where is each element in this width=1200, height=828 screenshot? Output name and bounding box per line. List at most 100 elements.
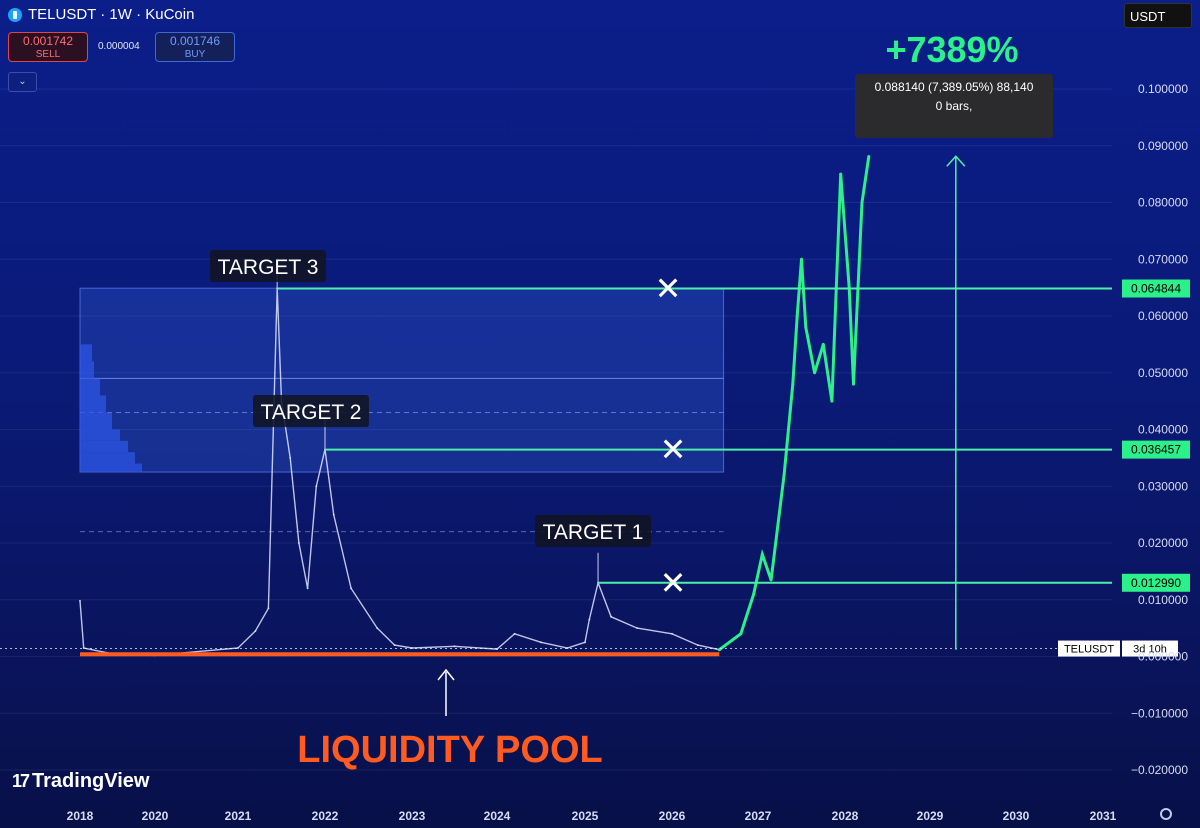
historical-point xyxy=(332,513,335,516)
historical-point xyxy=(540,641,542,644)
volume-profile-bar xyxy=(80,378,100,396)
close-icon: ✕ xyxy=(660,564,687,602)
currency-select[interactable]: USDT xyxy=(1124,3,1192,28)
volume-profile-bar xyxy=(80,463,142,473)
measure-tooltip-line2: 0 bars, xyxy=(936,99,973,113)
y-tick-label: −0.020000 xyxy=(1131,763,1188,777)
historical-point xyxy=(610,615,612,618)
projection-point xyxy=(852,382,855,386)
x-tick-label: 2022 xyxy=(312,809,339,823)
tradingview-text: TradingView xyxy=(32,770,150,792)
historical-point xyxy=(588,618,591,621)
sell-price: 0.001742 xyxy=(22,34,74,48)
historical-point xyxy=(393,644,396,647)
x-tick-label: 2021 xyxy=(225,809,252,823)
historical-point xyxy=(636,627,639,630)
x-tick-label: 2028 xyxy=(832,809,859,823)
projection-point xyxy=(804,325,808,329)
countdown-text: 3d 10h xyxy=(1133,644,1167,656)
gain-percentage-label: +7389% xyxy=(885,29,1018,70)
current-price-symbol: TELUSDT xyxy=(1064,644,1114,656)
y-tick-label: 0.060000 xyxy=(1138,309,1188,323)
x-tick-label: 2029 xyxy=(917,809,944,823)
target-price-label: 0.036457 xyxy=(1131,443,1181,457)
target-label: TARGET 2 xyxy=(261,401,362,424)
tradingview-logo: 17 TradingView xyxy=(12,770,149,793)
current-price-tag xyxy=(1058,640,1120,657)
projection-point xyxy=(791,382,795,386)
projection-point xyxy=(860,201,864,204)
historical-price-line xyxy=(79,288,720,657)
projection-point xyxy=(867,155,871,159)
historical-point xyxy=(306,587,309,590)
volume-profile-bar xyxy=(80,344,92,362)
historical-point xyxy=(79,599,81,602)
projection-point xyxy=(800,257,803,261)
close-icon: ✕ xyxy=(660,431,687,469)
projection-point xyxy=(839,172,843,176)
projection-point xyxy=(830,399,834,403)
target-label-box xyxy=(535,515,651,547)
spread-value: 0.000004 xyxy=(98,41,140,52)
projection-point xyxy=(769,578,773,582)
up-arrow-icon xyxy=(946,155,966,167)
projection-point xyxy=(752,592,756,596)
gear-icon[interactable] xyxy=(1160,808,1172,820)
tradingview-logo-icon: 17 xyxy=(12,771,30,791)
projection-price-line xyxy=(718,156,871,651)
historical-point xyxy=(671,632,673,635)
liquidity-pool-label: LIQUIDITY POOL xyxy=(297,729,602,771)
projection-point xyxy=(795,314,799,318)
symbol-header[interactable]: TELUSDT · 1W · KuCoin xyxy=(8,6,194,23)
buy-button[interactable]: 0.001746 BUY xyxy=(155,32,235,62)
x-tick-label: 2027 xyxy=(745,809,772,823)
historical-point xyxy=(298,542,300,544)
projection-point xyxy=(760,552,764,556)
historical-point xyxy=(350,587,352,590)
volume-profile-bar xyxy=(80,440,128,453)
volume-profile-bar xyxy=(80,395,106,413)
y-tick-label: 0.070000 xyxy=(1138,252,1188,266)
buy-label: BUY xyxy=(184,49,206,60)
historical-point xyxy=(267,607,270,610)
historical-point xyxy=(584,641,586,644)
y-tick-label: 0.080000 xyxy=(1138,196,1188,210)
countdown-tag xyxy=(1122,640,1178,657)
x-tick-label: 2018 xyxy=(67,809,94,823)
historical-point xyxy=(453,645,456,648)
close-icon: ✕ xyxy=(655,270,682,308)
historical-point xyxy=(82,647,85,649)
buy-price: 0.001746 xyxy=(169,34,221,48)
historical-point xyxy=(315,485,318,488)
historical-point xyxy=(376,627,379,630)
y-tick-label: 0.090000 xyxy=(1138,139,1188,153)
projection-point xyxy=(782,473,786,477)
target-label: TARGET 3 xyxy=(218,256,319,279)
target-label: TARGET 1 xyxy=(543,521,644,544)
telcoin-logo-icon xyxy=(8,7,22,22)
symbol-title: TELUSDT · 1W · KuCoin xyxy=(28,6,195,23)
y-tick-label: 0.000000 xyxy=(1138,650,1188,664)
y-tick-label: 0.100000 xyxy=(1138,82,1188,96)
y-tick-label: 0.020000 xyxy=(1138,536,1188,550)
projection-point xyxy=(739,632,743,636)
y-tick-label: −0.010000 xyxy=(1131,706,1188,720)
range-box xyxy=(79,287,725,473)
sell-label: SELL xyxy=(35,49,61,60)
x-tick-label: 2024 xyxy=(484,809,511,823)
y-tick-label: 0.050000 xyxy=(1138,366,1188,380)
projection-point xyxy=(821,342,825,346)
volume-profile-bar xyxy=(80,429,120,441)
x-tick-label: 2031 xyxy=(1090,809,1117,823)
x-tick-label: 2023 xyxy=(399,809,426,823)
x-tick-label: 2020 xyxy=(142,809,169,823)
projection-point xyxy=(813,371,817,375)
target-price-tag xyxy=(1122,440,1190,459)
chevron-down-icon[interactable]: ⌄ xyxy=(8,72,37,92)
historical-point xyxy=(237,647,239,649)
volume-profile-bar xyxy=(80,361,94,379)
y-tick-label: 0.010000 xyxy=(1138,593,1188,607)
sell-button[interactable]: 0.001742 SELL xyxy=(8,32,88,62)
x-tick-label: 2030 xyxy=(1003,809,1030,823)
